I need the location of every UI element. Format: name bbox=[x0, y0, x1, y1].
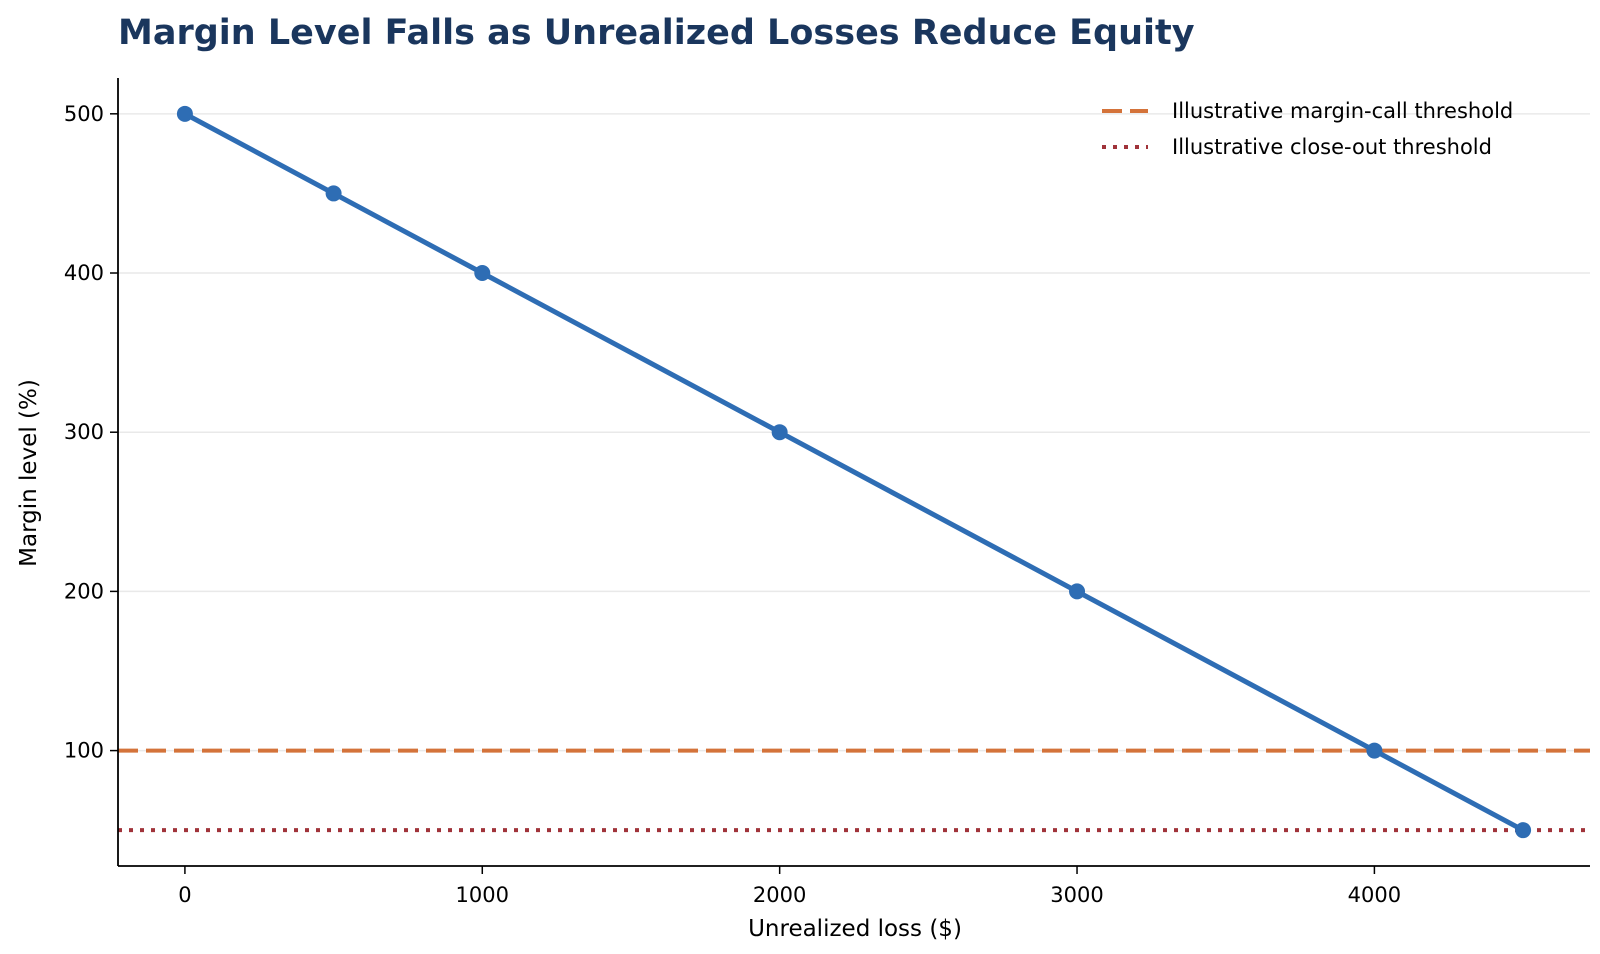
data-point-3 bbox=[771, 424, 788, 441]
data-point-4 bbox=[1069, 583, 1086, 600]
reference-lines bbox=[118, 748, 1590, 833]
data-point-0 bbox=[176, 105, 193, 122]
x-tick-label-0: 0 bbox=[178, 883, 191, 907]
axes bbox=[110, 78, 1590, 874]
x-tick-label-4: 4000 bbox=[1348, 883, 1401, 907]
x-axis-label: Unrealized loss ($) bbox=[748, 916, 962, 942]
y-tick-label-1: 200 bbox=[64, 579, 104, 603]
x-tick-label-1: 1000 bbox=[456, 883, 509, 907]
legend: Illustrative margin-call threshold Illust… bbox=[1102, 99, 1513, 159]
y-tick-label-2: 300 bbox=[64, 420, 104, 444]
legend-label-1: Illustrative close-out threshold bbox=[1172, 135, 1492, 159]
x-tick-label-3: 3000 bbox=[1050, 883, 1103, 907]
data-point-2 bbox=[474, 265, 491, 282]
grid-lines bbox=[118, 113, 1590, 752]
series-line-0 bbox=[182, 111, 1526, 833]
chart-title: Margin Level Falls as Unrealized Losses … bbox=[118, 13, 1195, 53]
data-series bbox=[176, 105, 1532, 839]
tick-labels: 0 1000 2000 3000 4000 100 200 300 400 500 bbox=[64, 102, 1401, 907]
y-tick-label-3: 400 bbox=[64, 261, 104, 285]
x-tick-label-2: 2000 bbox=[753, 883, 806, 907]
legend-label-0: Illustrative margin-call threshold bbox=[1172, 99, 1513, 123]
data-point-6 bbox=[1515, 822, 1532, 839]
y-axis-label: Margin level (%) bbox=[16, 379, 42, 567]
y-tick-label-0: 100 bbox=[64, 739, 104, 763]
data-point-1 bbox=[325, 185, 342, 202]
data-point-5 bbox=[1366, 742, 1383, 759]
y-tick-label-4: 500 bbox=[64, 102, 104, 126]
